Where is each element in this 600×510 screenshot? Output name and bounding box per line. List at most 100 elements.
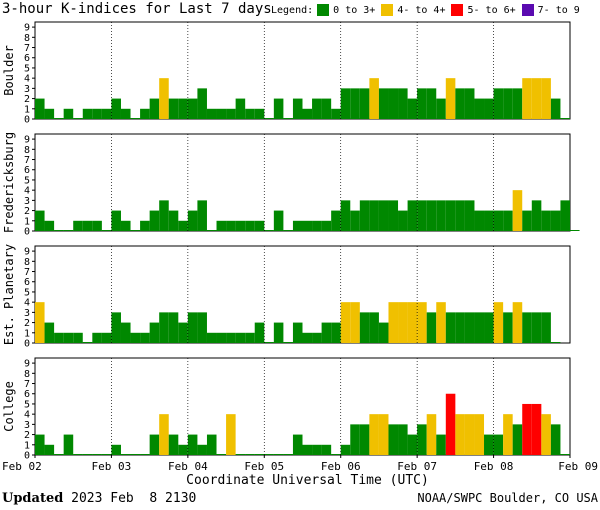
y-tick-label: 8 <box>24 369 30 380</box>
bar <box>197 312 207 343</box>
bar <box>445 200 456 231</box>
bar <box>407 302 418 343</box>
bar <box>235 98 246 119</box>
x-tick-label: Feb 07 <box>397 460 437 473</box>
bar <box>484 312 494 343</box>
y-tick-label: 4 <box>24 74 30 85</box>
bar <box>436 434 446 455</box>
k-index-chart: 0123456789Boulder0123456789Fredericksbur… <box>2 21 598 488</box>
bar <box>245 108 255 119</box>
bar <box>292 434 303 455</box>
bar <box>130 230 141 231</box>
bar <box>264 118 274 119</box>
bar <box>254 454 265 455</box>
bar <box>503 414 513 455</box>
bar <box>560 118 570 119</box>
y-tick-label: 7 <box>24 267 30 278</box>
bar <box>312 98 322 119</box>
bar <box>178 98 188 119</box>
bar <box>35 434 45 455</box>
y-tick-label: 3 <box>24 196 30 207</box>
bar <box>226 108 236 119</box>
legend: Legend: 0 to 3+ 4- to 4+ 5- to 6+ 7- to … <box>271 4 586 16</box>
bar <box>120 322 131 343</box>
chart-title: 3-hour K-indices for Last 7 days <box>2 1 272 17</box>
y-tick-label: 7 <box>24 379 30 390</box>
legend-item-label: 0 to 3+ <box>333 4 376 16</box>
bar <box>101 332 112 343</box>
bar <box>436 302 446 343</box>
y-tick-label: 3 <box>24 308 30 319</box>
bar <box>168 434 179 455</box>
bar <box>436 200 446 231</box>
bar <box>512 302 523 343</box>
legend-swatch-green <box>317 4 330 16</box>
bar <box>35 210 45 231</box>
legend-item-0-to-3: 0 to 3+ <box>317 4 375 16</box>
bar <box>560 454 570 455</box>
y-tick-label: 2 <box>24 318 30 329</box>
bar <box>140 454 150 455</box>
bar <box>73 220 83 231</box>
bar <box>226 332 236 343</box>
bar <box>426 414 437 455</box>
legend-item-label: 7- to 9 <box>537 4 580 16</box>
bar <box>378 200 389 231</box>
bar <box>226 414 236 455</box>
legend-swatch-purple <box>521 4 534 16</box>
y-tick-label: 6 <box>24 389 30 400</box>
y-tick-label: 2 <box>24 94 30 105</box>
bar <box>359 424 370 455</box>
x-tick-label: Feb 06 <box>321 460 361 473</box>
bar <box>369 200 379 231</box>
bar <box>541 210 551 231</box>
bar <box>101 454 112 455</box>
bar <box>378 88 389 119</box>
bar <box>130 332 141 343</box>
bar <box>187 434 198 455</box>
legend-item-5-to-6: 5- to 6+ <box>451 4 516 16</box>
bar <box>197 200 207 231</box>
legend-swatch-yellow <box>381 4 394 16</box>
bar <box>398 302 408 343</box>
bar <box>484 98 494 119</box>
bar <box>101 230 112 231</box>
bar <box>63 108 74 119</box>
bar <box>369 312 379 343</box>
x-tick-label: Feb 04 <box>168 460 208 473</box>
y-tick-label: 0 <box>24 339 30 350</box>
bar <box>541 312 551 343</box>
bar <box>531 78 542 119</box>
panel-name: Est. Planetary <box>2 244 16 345</box>
x-tick-label: Feb 05 <box>244 460 284 473</box>
y-tick-label: 1 <box>24 440 30 451</box>
bar <box>283 454 293 455</box>
bar <box>484 434 494 455</box>
bar <box>350 424 360 455</box>
bar <box>321 220 332 231</box>
bar <box>417 302 427 343</box>
bar <box>178 444 188 455</box>
bar <box>140 220 150 231</box>
bar <box>63 434 74 455</box>
bar <box>503 210 513 231</box>
legend-item-4-to-4: 4- to 4+ <box>381 4 445 16</box>
y-tick-label: 1 <box>24 328 30 339</box>
bar <box>168 312 179 343</box>
bar <box>159 414 169 455</box>
bar <box>273 98 284 119</box>
bar <box>550 98 561 119</box>
bar <box>331 108 341 119</box>
legend-item-label: 4- to 4+ <box>397 4 446 16</box>
bar <box>187 312 198 343</box>
bar <box>35 98 45 119</box>
y-tick-label: 4 <box>24 298 30 309</box>
y-tick-label: 4 <box>24 410 30 421</box>
bar <box>331 210 341 231</box>
bar <box>512 88 523 119</box>
bar <box>187 210 198 231</box>
y-tick-label: 0 <box>24 227 30 238</box>
bar <box>254 322 265 343</box>
bar <box>359 88 370 119</box>
bar <box>101 108 112 119</box>
